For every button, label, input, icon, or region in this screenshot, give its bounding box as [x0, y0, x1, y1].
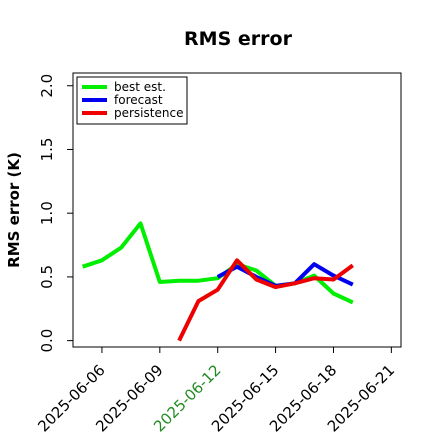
- y-tick-label: 1.0: [38, 201, 56, 225]
- plot-frame: [72, 72, 402, 348]
- series-line-persistence: [177, 258, 354, 342]
- legend-label: forecast: [114, 93, 163, 107]
- y-axis: 0.0 0.5 1.0 1.5 2.0: [38, 74, 73, 353]
- chart-title: RMS error: [184, 28, 293, 50]
- y-tick-label: 0.0: [38, 329, 56, 353]
- x-axis: 2025-06-062025-06-092025-06-122025-06-15…: [34, 347, 398, 435]
- y-axis-label: RMS error (K): [5, 152, 23, 268]
- legend-label: best est.: [114, 80, 166, 94]
- legend-label: persistence: [114, 106, 183, 120]
- series-lines: [81, 221, 354, 342]
- y-tick-label: 0.5: [38, 265, 56, 289]
- series-line-forecast: [216, 262, 354, 288]
- y-tick-label: 2.0: [38, 74, 56, 98]
- y-tick-label: 1.5: [38, 138, 56, 162]
